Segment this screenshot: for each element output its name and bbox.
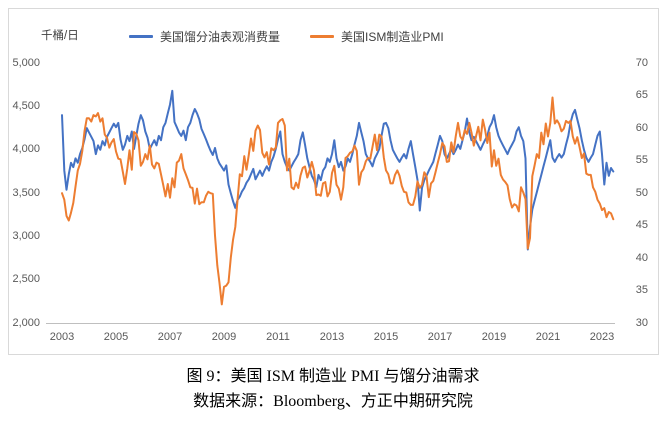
left-axis-tick-label: 3,500 [12, 186, 40, 199]
orange-line-swatch [310, 35, 335, 38]
right-axis-tick-label: 65 [635, 89, 648, 102]
x-axis-tick-label: 2007 [157, 331, 183, 343]
legend-item-pmi: 美国ISM制造业PMI [310, 28, 444, 45]
left-axis-tick-label: 5,000 [12, 56, 40, 69]
x-axis-tick-label: 2009 [211, 331, 237, 343]
right-axis-tick-label: 50 [635, 186, 648, 199]
right-axis-tick-label: 70 [635, 56, 648, 69]
blue-line-swatch [129, 35, 153, 38]
right-axis-tick-label: 60 [635, 121, 648, 134]
chart-legend: 美国馏分油表观消费量 美国ISM制造业PMI [129, 28, 444, 45]
figure-caption-block: 图 9：美国 ISM 制造业 PMI 与馏分油需求 数据来源：Bloomberg… [0, 364, 666, 414]
x-axis-tick-label: 2015 [373, 331, 399, 343]
right-axis-tick-label: 45 [635, 219, 648, 232]
right-axis-tick-label: 35 [635, 284, 648, 297]
x-axis-tick-label: 2021 [535, 331, 561, 343]
x-axis-tick-label: 2013 [319, 331, 345, 343]
right-axis-tick-label: 40 [635, 251, 648, 264]
left-axis-tick-label: 4,000 [12, 143, 40, 156]
left-axis-tick-label: 3,000 [12, 230, 40, 243]
figure-caption: 图 9：美国 ISM 制造业 PMI 与馏分油需求 [186, 368, 480, 385]
data-source-caption: 数据来源：Bloomberg、方正中期研究院 [193, 393, 473, 410]
chart-figure: 千桶/日 美国馏分油表观消费量 美国ISM制造业PMI [8, 8, 659, 355]
left-axis-tick-label: 2,000 [12, 316, 40, 329]
x-axis-tick-label: 2017 [427, 331, 453, 343]
legend-label-consumption: 美国馏分油表观消费量 [160, 30, 281, 44]
y-axis-unit-label: 千桶/日 [41, 30, 79, 42]
x-axis-tick-label: 2003 [49, 331, 75, 343]
left-axis-tick-label: 2,500 [12, 273, 40, 286]
right-axis-tick-label: 55 [635, 154, 648, 167]
legend-item-consumption: 美国馏分油表观消费量 [129, 28, 280, 45]
x-axis-tick-label: 2005 [103, 331, 129, 343]
x-axis-tick-label: 2011 [266, 331, 290, 343]
right-axis-tick-label: 30 [635, 316, 648, 329]
legend-label-pmi: 美国ISM制造业PMI [341, 30, 444, 44]
x-axis-tick-label: 2023 [589, 331, 615, 343]
x-axis-tick-label: 2019 [481, 331, 507, 343]
left-axis-tick-label: 4,500 [12, 99, 40, 112]
